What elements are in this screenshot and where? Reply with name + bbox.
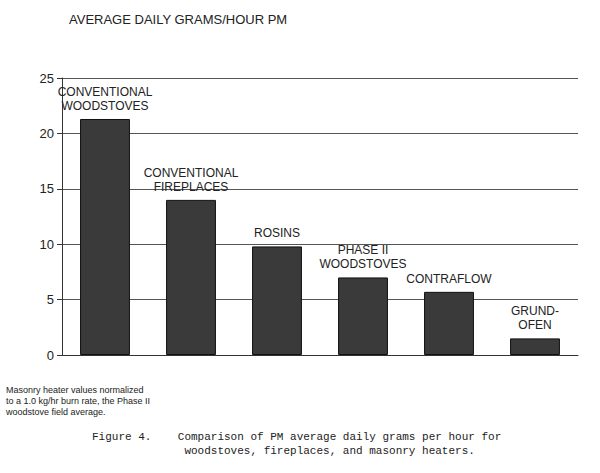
svg-text:OFEN: OFEN: [518, 318, 551, 332]
svg-text:woodstoves, fireplaces, and ma: woodstoves, fireplaces, and masonry heat…: [92, 445, 475, 457]
svg-text:CONVENTIONAL: CONVENTIONAL: [144, 166, 239, 180]
svg-text:10: 10: [40, 237, 54, 252]
svg-text:woodstove field average.: woodstove field average.: [5, 407, 106, 417]
svg-text:to a 1.0 kg/hr burn rate, the: to a 1.0 kg/hr burn rate, the Phase II: [6, 396, 150, 406]
svg-text:GRUND-: GRUND-: [511, 304, 559, 318]
svg-text:15: 15: [40, 181, 54, 196]
svg-text:WOODSTOVES: WOODSTOVES: [319, 257, 406, 271]
svg-text:AVERAGE DAILY GRAMS/HOUR PM: AVERAGE DAILY GRAMS/HOUR PM: [69, 12, 287, 27]
svg-text:20: 20: [40, 126, 54, 141]
svg-text:Figure 4. Comparison of PM: Figure 4. Comparison of PM average daily…: [92, 431, 501, 443]
svg-text:0: 0: [47, 348, 54, 363]
svg-text:ROSINS: ROSINS: [254, 226, 300, 240]
svg-text:25: 25: [40, 71, 54, 86]
svg-text:WOODSTOVES: WOODSTOVES: [61, 99, 148, 113]
svg-text:PHASE II: PHASE II: [338, 243, 389, 257]
svg-text:Masonry heater values normaliz: Masonry heater values normalized: [6, 385, 144, 395]
svg-text:FIREPLACES: FIREPLACES: [154, 180, 229, 194]
svg-text:CONVENTIONAL: CONVENTIONAL: [58, 85, 153, 99]
svg-text:CONTRAFLOW: CONTRAFLOW: [406, 272, 492, 286]
svg-text:5: 5: [47, 292, 54, 307]
